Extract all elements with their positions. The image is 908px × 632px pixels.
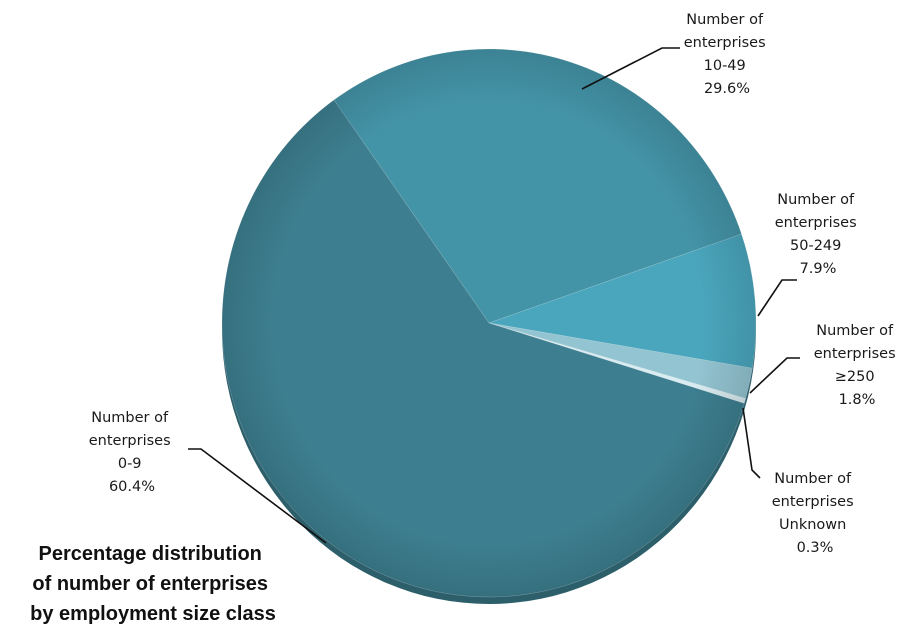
- leader-lines: [188, 47, 800, 544]
- leader-line-50-249: [757, 279, 797, 317]
- leader-line-ge250: [749, 357, 800, 394]
- slice-label-10-49: Number of enterprises 10-49 29.6%: [684, 12, 771, 97]
- slice-label-unknown: Number of enterprises Unknown 0.3%: [772, 471, 859, 556]
- leader-line-0-9: [188, 448, 327, 544]
- slice-labels: Number of enterprises 0-9 60.4% Number o…: [89, 12, 901, 556]
- pie-slices: [221, 48, 757, 598]
- leader-line-unknown: [742, 407, 761, 479]
- slice-label-0-9: Number of enterprises 0-9 60.4%: [89, 410, 176, 495]
- leader-line-10-49: [581, 47, 680, 90]
- slice-label-ge250: Number of enterprises ≥250 1.8%: [814, 323, 901, 408]
- chart-title: Percentage distribution of number of ent…: [30, 543, 276, 625]
- slice-label-50-249: Number of enterprises 50-249 7.9%: [775, 192, 862, 277]
